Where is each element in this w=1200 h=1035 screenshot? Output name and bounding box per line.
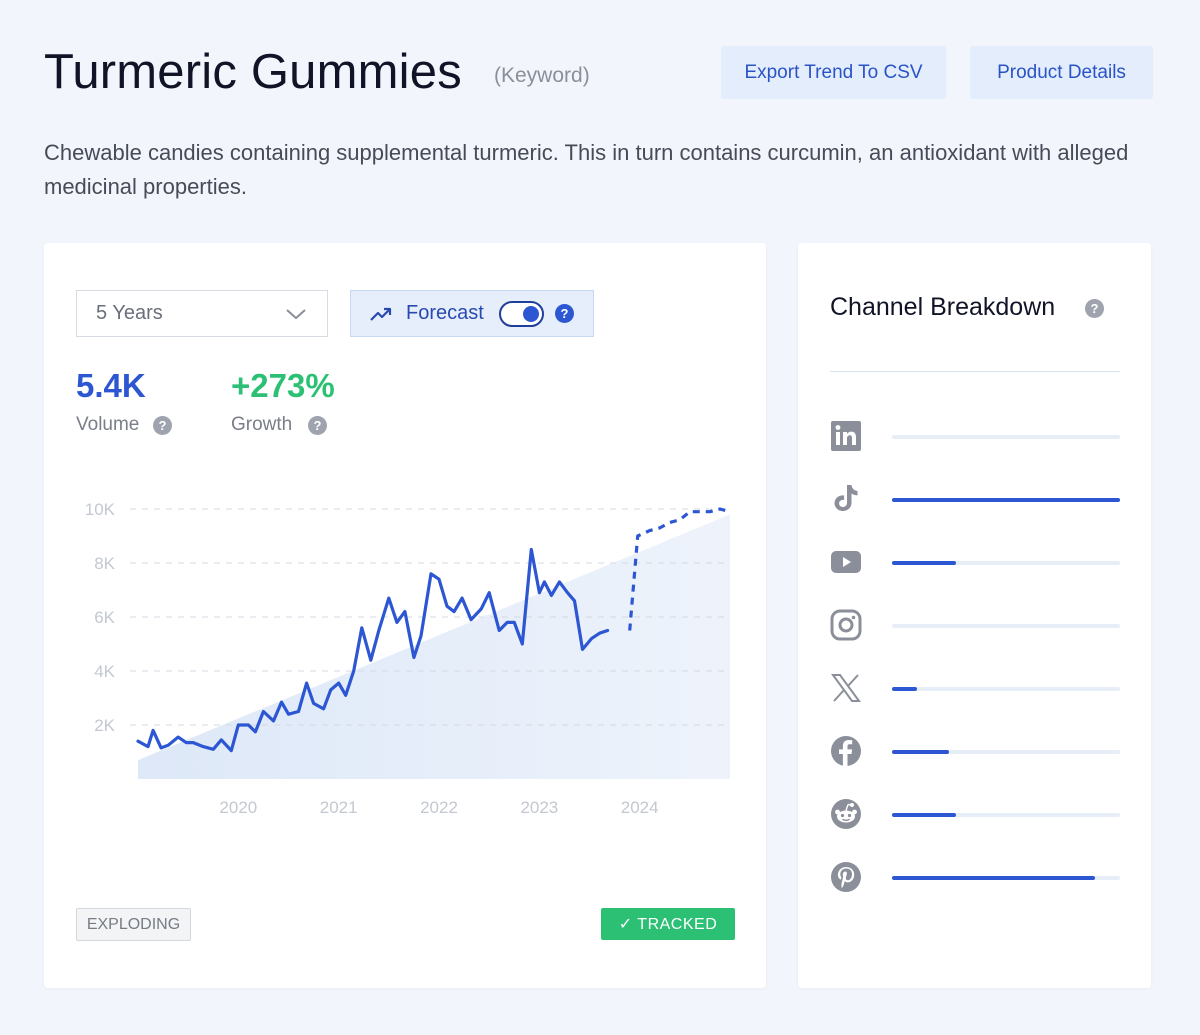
x-tick-label: 2020 xyxy=(219,798,257,817)
trend-area xyxy=(138,514,730,779)
channel-bar-track xyxy=(892,435,1120,439)
divider xyxy=(830,371,1120,372)
product-details-button[interactable]: Product Details xyxy=(970,46,1153,99)
channel-breakdown-title: Channel Breakdown xyxy=(830,293,1055,322)
trend-card: 5 Years Forecast ? 5.4K Volume ? +273% G… xyxy=(44,243,766,988)
channel-bar-fill xyxy=(892,498,1120,502)
channel-row xyxy=(830,483,1120,519)
page-description: Chewable candies containing supplemental… xyxy=(44,140,1129,199)
x-tick-label: 2024 xyxy=(621,798,659,817)
growth-help-icon[interactable]: ? xyxy=(308,416,327,435)
forecast-control: Forecast ? xyxy=(350,290,594,337)
channel-breakdown-card: Channel Breakdown ? xyxy=(798,243,1151,988)
volume-value: 5.4K xyxy=(76,367,146,404)
channel-bar-fill xyxy=(892,876,1095,880)
trending-up-icon xyxy=(370,307,392,321)
volume-help-icon[interactable]: ? xyxy=(153,416,172,435)
channel-bar-track xyxy=(892,624,1120,628)
volume-label: Volume xyxy=(76,414,140,435)
y-tick-label: 10K xyxy=(85,500,116,519)
export-csv-button[interactable]: Export Trend To CSV xyxy=(721,46,946,99)
page-title: Turmeric Gummies xyxy=(44,45,462,99)
channel-row xyxy=(830,861,1120,897)
channel-breakdown-title-text: Channel Breakdown xyxy=(830,293,1056,321)
channel-bar-track xyxy=(892,687,1120,691)
channel-row xyxy=(830,735,1120,771)
channel-row xyxy=(830,609,1120,645)
channel-bar-track xyxy=(892,561,1120,565)
forecast-help-icon[interactable]: ? xyxy=(555,304,574,323)
channel-bar-track xyxy=(892,498,1120,502)
keyword-tag: (Keyword) xyxy=(494,64,590,87)
reddit-icon xyxy=(831,799,861,829)
x-tick-label: 2021 xyxy=(320,798,358,817)
exploding-badge: EXPLODING xyxy=(76,908,191,941)
y-tick-label: 8K xyxy=(94,554,115,573)
x-tick-label: 2022 xyxy=(420,798,458,817)
y-tick-label: 6K xyxy=(94,608,115,627)
tracked-button[interactable]: ✓ TRACKED xyxy=(601,908,735,940)
time-range-value: 5 Years xyxy=(96,302,163,324)
y-tick-label: 4K xyxy=(94,662,115,681)
channel-bar-track xyxy=(892,876,1120,880)
time-range-select[interactable]: 5 Years xyxy=(76,290,328,337)
tiktok-icon xyxy=(834,485,858,511)
chevron-down-icon xyxy=(286,309,306,320)
growth-label: Growth xyxy=(231,414,293,435)
channel-bar-fill xyxy=(892,561,956,565)
channel-bar-fill xyxy=(892,813,956,817)
forecast-label: Forecast xyxy=(406,302,484,324)
channel-bar-track xyxy=(892,813,1120,817)
channel-bar-fill xyxy=(892,750,949,754)
volume-line xyxy=(136,547,610,753)
pinterest-icon xyxy=(831,862,861,892)
channel-row xyxy=(830,546,1120,582)
channel-row xyxy=(830,420,1120,456)
toggle-knob xyxy=(523,306,539,322)
growth-value: +273% xyxy=(231,367,335,404)
channel-row xyxy=(830,672,1120,708)
channel-help-icon[interactable]: ? xyxy=(1085,299,1104,318)
forecast-toggle[interactable] xyxy=(499,301,544,327)
channel-row xyxy=(830,798,1120,834)
trend-chart: 10K 8K 6K 4K 2K 2020 2021 2022 2023 2024 xyxy=(85,500,731,817)
facebook-icon xyxy=(831,736,861,766)
y-tick-label: 2K xyxy=(94,716,115,735)
linkedin-icon xyxy=(831,421,861,451)
youtube-icon xyxy=(831,551,861,573)
x-icon xyxy=(831,674,861,702)
x-tick-label: 2023 xyxy=(520,798,558,817)
channel-bar-track xyxy=(892,750,1120,754)
instagram-icon xyxy=(830,609,862,641)
channel-bar-fill xyxy=(892,687,918,691)
